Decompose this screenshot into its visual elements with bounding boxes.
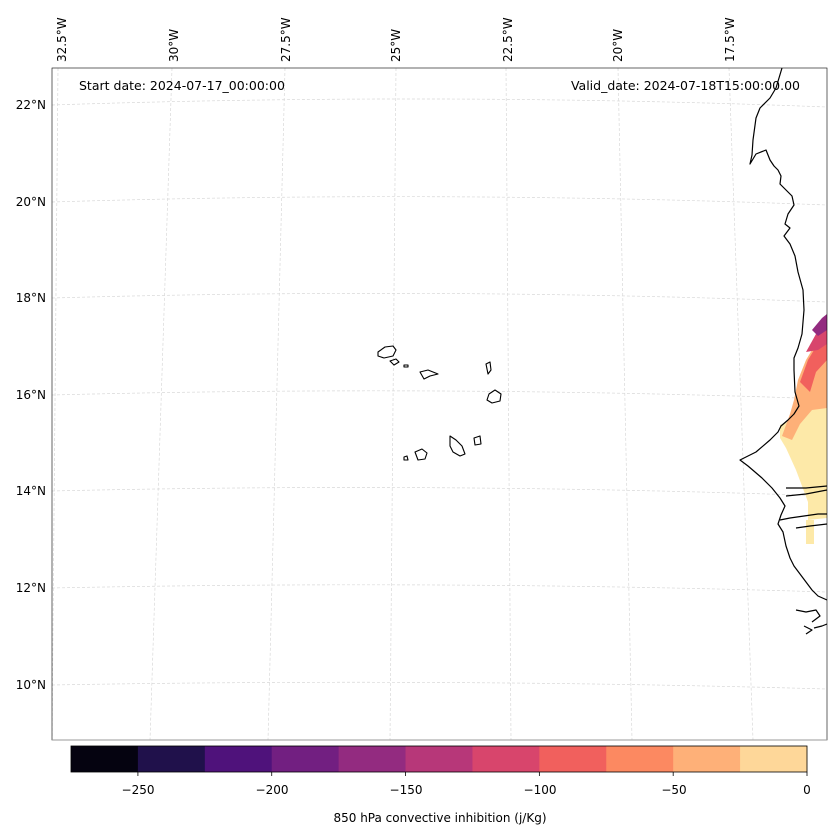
island-santa-luzia	[403, 364, 409, 368]
island-fogo	[414, 448, 428, 461]
lon-label-17-5w: 17.5°W	[723, 17, 737, 62]
colorbar-swatch	[137, 746, 206, 772]
west-africa-coastline	[739, 68, 827, 601]
cin-region-purple	[812, 314, 827, 336]
colorbar-swatch	[338, 746, 407, 772]
cin-filled-contours	[780, 314, 827, 544]
colorbar-swatch	[740, 746, 808, 772]
colorbar-label: 850 hPa convective inhibition (j/Kg)	[333, 811, 546, 825]
lat-label-22n: 22°N	[16, 98, 46, 112]
colorbar-tick-label: −150	[390, 783, 423, 797]
latitude-labels: 22°N 20°N 18°N 16°N 14°N 12°N 10°N	[16, 98, 46, 692]
lat-label-16n: 16°N	[16, 388, 46, 402]
lat-label-14n: 14°N	[16, 484, 46, 498]
island-boa-vista	[486, 389, 502, 404]
cin-region-light-strip	[806, 520, 814, 544]
colorbar-tick-label: −200	[256, 783, 289, 797]
colorbar-tick-label: −100	[524, 783, 557, 797]
lat-label-12n: 12°N	[16, 581, 46, 595]
coastline-detail-bijagos	[779, 513, 827, 529]
island-santiago	[449, 435, 466, 457]
latitude-gridlines	[52, 98, 827, 690]
coastline-detail-south	[795, 609, 827, 635]
valid-date-label: Valid_date: 2024-07-18T15:00:00.00	[571, 78, 800, 93]
island-sao-nicolau	[419, 369, 439, 380]
lon-label-32-5w: 32.5°W	[55, 17, 69, 62]
colorbar-swatch	[539, 746, 607, 772]
island-sao-vicente	[389, 358, 400, 366]
island-sal	[485, 361, 492, 375]
longitude-gridlines	[52, 68, 754, 740]
lon-label-20w: 20°W	[611, 29, 625, 62]
colorbar-tick-label: −50	[661, 783, 686, 797]
colorbar-ticks: −250 −200 −150 −100 −50 0	[122, 783, 811, 797]
coastline-detail-gambia	[785, 485, 827, 497]
colorbar-swatch	[405, 746, 473, 772]
lat-label-18n: 18°N	[16, 291, 46, 305]
colorbar	[70, 745, 808, 776]
lat-label-10n: 10°N	[16, 678, 46, 692]
lon-label-22-5w: 22.5°W	[501, 17, 515, 62]
colorbar-swatch	[204, 746, 273, 772]
lon-label-27-5w: 27.5°W	[279, 17, 293, 62]
lon-label-30w: 30°W	[167, 29, 181, 62]
colorbar-swatch	[673, 746, 741, 772]
map-panel	[52, 68, 827, 740]
colorbar-swatch	[606, 746, 674, 772]
lon-label-25w: 25°W	[389, 29, 403, 62]
island-maio	[473, 435, 482, 446]
island-brava	[403, 455, 409, 461]
start-date-label: Start date: 2024-07-17_00:00:00	[79, 78, 285, 93]
cape-verde-islands	[377, 345, 502, 461]
colorbar-swatch	[71, 746, 139, 772]
lat-label-20n: 20°N	[16, 195, 46, 209]
colorbar-frame	[70, 745, 808, 773]
colorbar-swatch	[472, 746, 540, 772]
colorbar-tick-label: 0	[803, 783, 811, 797]
longitude-labels: 32.5°W 30°W 27.5°W 25°W 22.5°W 20°W 17.5…	[55, 17, 737, 62]
colorbar-tick-label: −250	[122, 783, 155, 797]
colorbar-swatch	[271, 746, 340, 772]
island-santo-antao	[377, 345, 397, 359]
